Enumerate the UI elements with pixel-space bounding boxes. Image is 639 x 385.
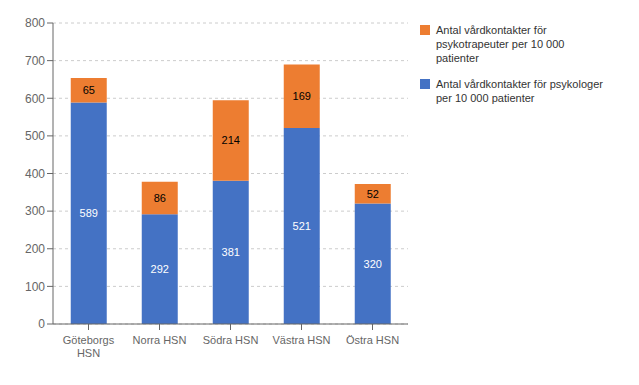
svg-text:320: 320 [364, 258, 382, 270]
svg-text:700: 700 [25, 54, 45, 68]
svg-text:400: 400 [25, 167, 45, 181]
svg-text:600: 600 [25, 92, 45, 106]
svg-text:200: 200 [25, 242, 45, 256]
svg-text:381: 381 [222, 246, 240, 258]
svg-text:500: 500 [25, 129, 45, 143]
svg-text:GöteborgsHSN: GöteborgsHSN [63, 334, 115, 359]
svg-text:65: 65 [83, 84, 95, 96]
svg-text:86: 86 [154, 192, 166, 204]
svg-text:Södra HSN: Södra HSN [203, 334, 259, 346]
svg-text:300: 300 [25, 204, 45, 218]
svg-text:214: 214 [222, 134, 240, 146]
svg-text:0: 0 [38, 317, 45, 331]
svg-text:292: 292 [151, 263, 169, 275]
svg-text:Östra HSN: Östra HSN [346, 334, 399, 346]
html-text:Antal vårdkontakter för psykot: Antal vårdkontakter för psykotrapeuter p… [436, 24, 565, 64]
svg-text:100: 100 [25, 280, 45, 294]
svg-text:169: 169 [293, 90, 311, 102]
svg-text:Västra HSN: Västra HSN [272, 334, 330, 346]
html-text:Antal vårdkontakter för psykol: Antal vårdkontakter för psykologer per 1… [436, 78, 603, 104]
svg-text:52: 52 [367, 188, 379, 200]
svg-text:589: 589 [80, 207, 98, 219]
svg-text:521: 521 [293, 220, 311, 232]
svg-text:Norra HSN: Norra HSN [133, 334, 187, 346]
svg-text:800: 800 [25, 16, 45, 30]
